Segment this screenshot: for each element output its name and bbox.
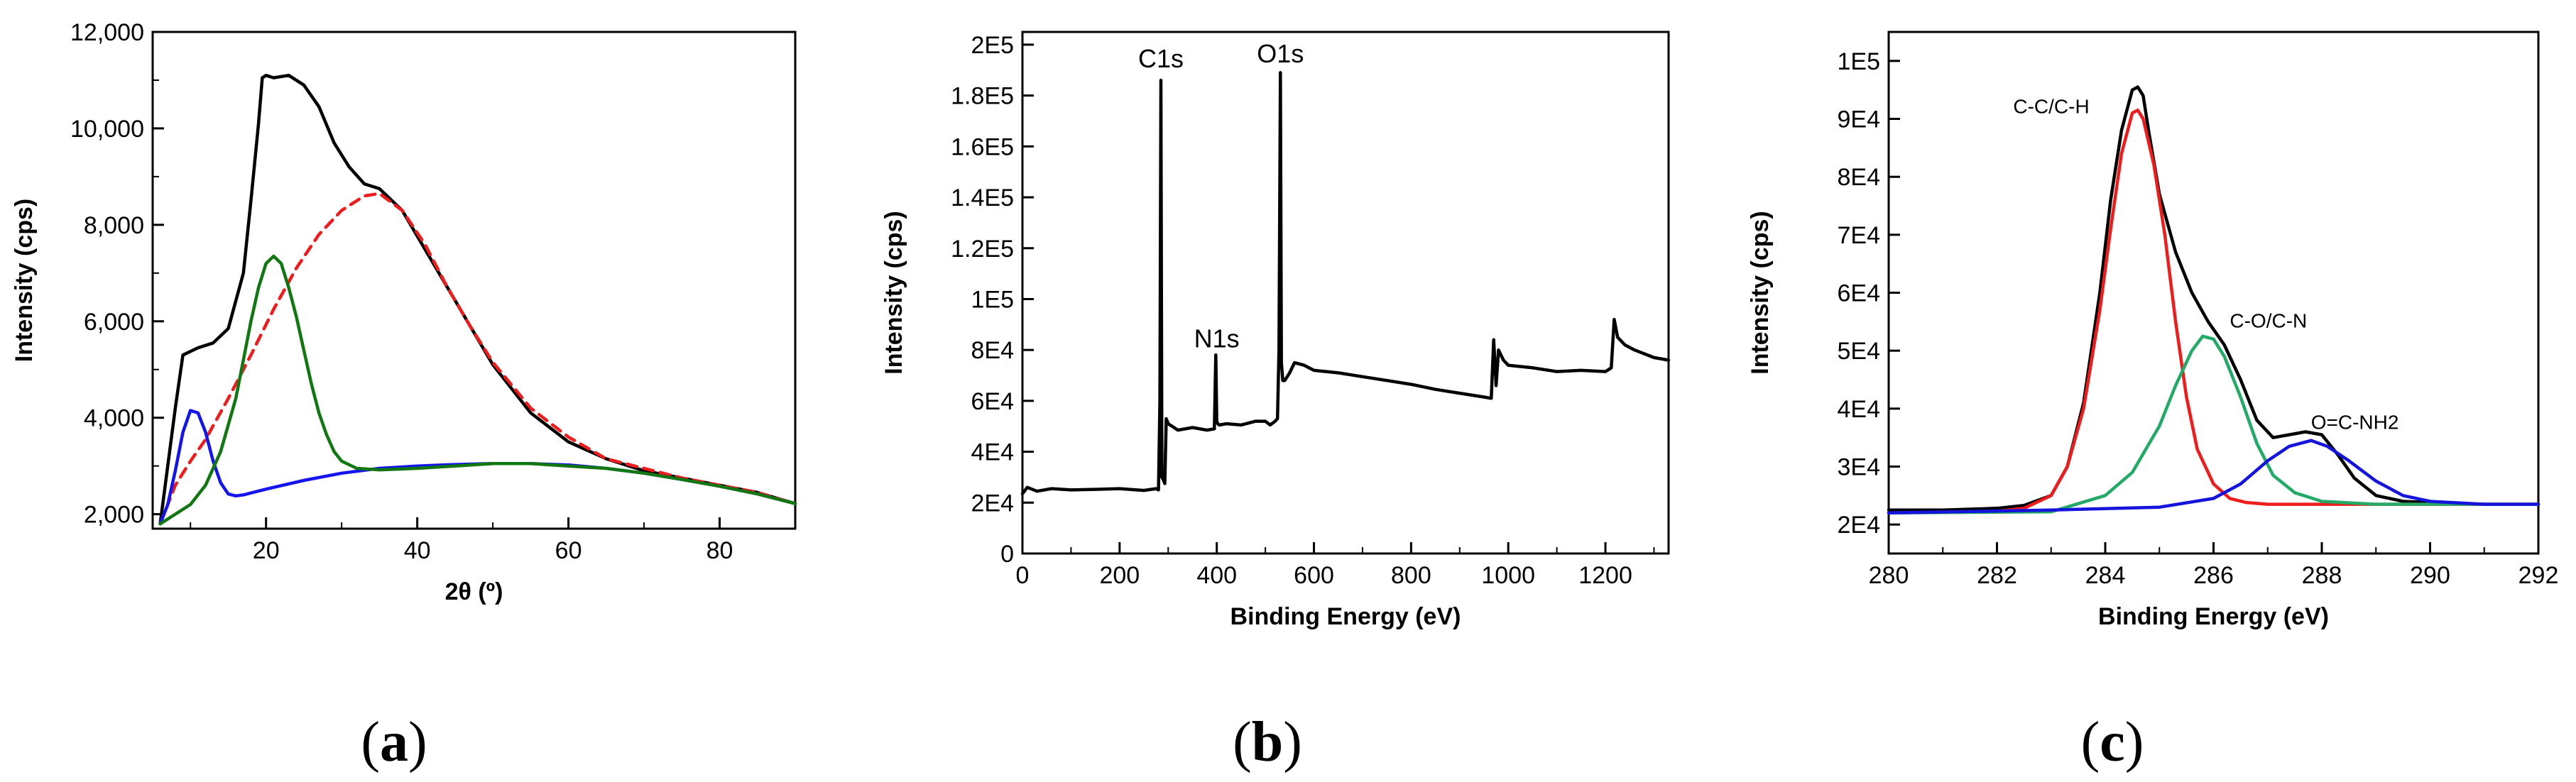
y-tick-label: 2,000 xyxy=(84,502,144,529)
y-tick-label: 8,000 xyxy=(84,212,144,239)
x-tick-label: 280 xyxy=(1869,562,1909,589)
x-tick-label: 1200 xyxy=(1578,562,1632,589)
x-tick-label: 286 xyxy=(2193,562,2234,589)
x-tick-label: 0 xyxy=(1016,562,1030,589)
y-axis-label: Intensity (cps) xyxy=(880,211,907,374)
y-axis-label: Intensity (cps) xyxy=(1747,211,1774,374)
y-tick-label: 3E4 xyxy=(1838,454,1881,481)
panel-label: (a) xyxy=(361,711,427,773)
y-tick-label: 1E5 xyxy=(1838,48,1881,75)
plot-frame xyxy=(151,31,797,530)
y-tick-label: 4,000 xyxy=(84,405,144,432)
x-tick-label: 20 xyxy=(253,537,280,564)
y-tick-label: 1.2E5 xyxy=(951,236,1014,263)
chart-panel-a: 20 40 60 80 2,000 4,000 6,000 8,000 10,000 12,000… xyxy=(11,19,797,773)
series-line-O=C-NH2 xyxy=(1887,439,2540,515)
series-line-survey xyxy=(1020,71,1671,495)
y-tick-label: 7E4 xyxy=(1838,222,1881,249)
y-tick-label: 8E4 xyxy=(971,337,1015,364)
y-tick-label: 5E4 xyxy=(1838,338,1881,365)
x-tick-label: 80 xyxy=(706,537,733,564)
series-line-peak-2 xyxy=(158,254,797,526)
y-tick-label: 2E4 xyxy=(1838,512,1881,539)
y-tick-label: 4E4 xyxy=(971,439,1015,466)
y-tick-label: 1.6E5 xyxy=(951,133,1014,160)
y-tick-label: 8E4 xyxy=(1838,164,1881,191)
series-line-C-O/C-N xyxy=(1887,334,2540,515)
annotation-label: C1s xyxy=(1138,44,1184,73)
plot-frame xyxy=(1887,31,2540,555)
annotation-label: O1s xyxy=(1257,39,1304,68)
x-tick-label: 282 xyxy=(1977,562,2017,589)
series-line-C-C/C-H xyxy=(1887,109,2540,515)
y-tick-label: 6E4 xyxy=(1838,280,1881,307)
x-tick-label: 284 xyxy=(2085,562,2126,589)
x-tick-label: 600 xyxy=(1294,562,1334,589)
y-tick-label: 2E4 xyxy=(971,490,1015,517)
x-tick-label: 60 xyxy=(555,537,582,564)
chart-panel-b: 0 200 400 600 800 1000 1200 0 2E4 4E4 6E4 8E4 1E5 1.2… xyxy=(880,31,1671,773)
x-axis-label: Binding Energy (eV) xyxy=(2098,603,2329,630)
y-tick-label: 2E5 xyxy=(971,32,1015,59)
y-axis-label: Intensity (cps) xyxy=(11,199,38,362)
chart-panel-c: 280 282 284 286 288 290 292 2E4 3E4 4E4 5E4 6E4 7E4 8… xyxy=(1747,31,2559,773)
series-line-peak-1 xyxy=(158,409,797,526)
y-tick-label: 12,000 xyxy=(70,19,144,46)
x-tick-label: 292 xyxy=(2518,562,2559,589)
y-tick-label: 6,000 xyxy=(84,309,144,336)
annotation-label: C-C/C-H xyxy=(2013,95,2089,117)
series-line-amorphous-fit xyxy=(158,192,797,526)
series-line-envelope xyxy=(1887,85,2540,512)
annotation-label: O=C-NH2 xyxy=(2311,411,2399,433)
annotation-label: N1s xyxy=(1194,324,1240,353)
y-tick-label: 1.4E5 xyxy=(951,185,1014,211)
x-axis-label: 2θ (º) xyxy=(445,578,503,605)
x-tick-label: 800 xyxy=(1391,562,1431,589)
y-tick-label: 1.8E5 xyxy=(951,83,1014,110)
y-tick-label: 9E4 xyxy=(1838,106,1881,133)
panel-label: (b) xyxy=(1233,711,1302,773)
annotation-label: C-O/C-N xyxy=(2230,310,2307,332)
x-axis-label: Binding Energy (eV) xyxy=(1230,603,1461,630)
y-tick-label: 4E4 xyxy=(1838,396,1881,423)
y-tick-label: 10,000 xyxy=(70,116,144,143)
x-tick-label: 290 xyxy=(2410,562,2450,589)
y-tick-label: 0 xyxy=(1000,541,1014,568)
x-tick-label: 288 xyxy=(2302,562,2342,589)
panel-label: (c) xyxy=(2081,711,2144,773)
x-tick-label: 200 xyxy=(1099,562,1140,589)
y-tick-label: 6E4 xyxy=(971,388,1015,415)
x-tick-label: 400 xyxy=(1196,562,1237,589)
x-tick-label: 1000 xyxy=(1481,562,1535,589)
x-tick-label: 40 xyxy=(404,537,431,564)
y-tick-label: 1E5 xyxy=(971,286,1015,313)
plot-frame xyxy=(1021,31,1670,555)
